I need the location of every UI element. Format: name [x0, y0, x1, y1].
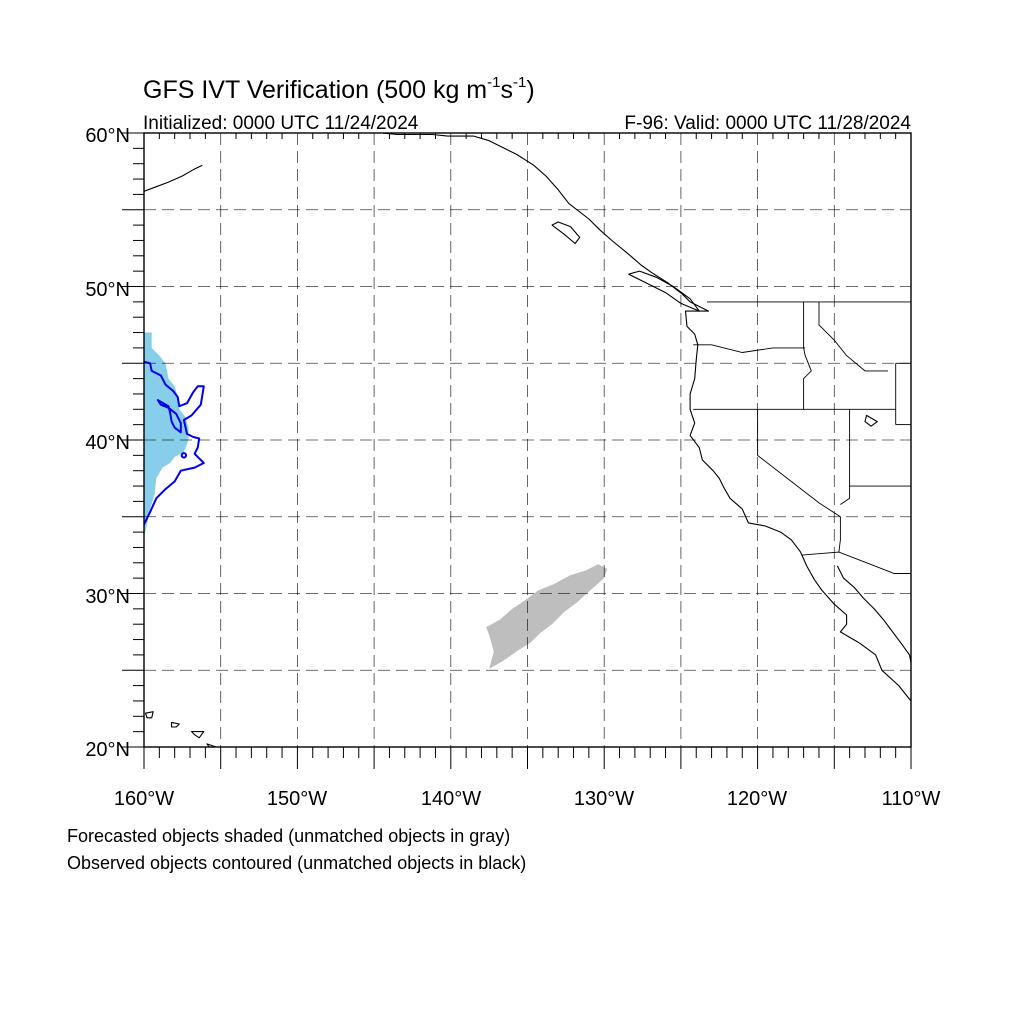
island-outline: [628, 270, 700, 312]
footer-forecast-note: Forecasted objects shaded (unmatched obj…: [67, 826, 510, 846]
lat-label-30n: 30°N: [85, 586, 130, 608]
observed-object-dot: [180, 452, 188, 459]
lon-label-130w: 130°W: [574, 788, 634, 810]
coastline-north-america: [473, 135, 911, 702]
lon-label-150w: 150°W: [267, 788, 327, 810]
map-area: [144, 133, 911, 747]
valid-time-label: F-96: Valid: 0000 UTC 11/28/2024: [624, 113, 911, 134]
island-outline: [191, 731, 205, 739]
border-us-mexico: [802, 551, 911, 574]
state-border: [803, 301, 812, 410]
state-border: [757, 409, 841, 553]
state-border: [840, 409, 851, 505]
island-outline: [171, 721, 180, 728]
footer-observed-note: Observed objects contoured (unmatched ob…: [67, 853, 526, 873]
coastline-gulf-of-california: [836, 565, 911, 663]
figure-title: GFS IVT Verification (500 kg m-1s-1): [143, 74, 535, 104]
lon-label-160w: 160°W: [114, 788, 174, 810]
lon-label-120w: 120°W: [727, 788, 787, 810]
latitude-labels: 60°N 50°N 40°N 30°N 20°N: [85, 125, 130, 761]
longitude-labels: 160°W 150°W 140°W 130°W 120°W 110°W: [114, 788, 941, 810]
lat-label-40n: 40°N: [85, 432, 130, 454]
observed-object-contour: [144, 360, 205, 525]
lon-label-110w: 110°W: [882, 788, 941, 810]
lon-label-140w: 140°W: [421, 788, 481, 810]
state-border: [693, 344, 806, 353]
axis-ticks: [122, 132, 912, 769]
initialized-label: Initialized: 0000 UTC 11/24/2024: [143, 113, 419, 134]
state-border: [818, 301, 888, 372]
island-outline: [206, 743, 218, 747]
lat-label-50n: 50°N: [85, 279, 130, 301]
island-outline: [551, 221, 581, 245]
coastline-gulf-of-alaska: [381, 133, 474, 137]
forecast-object-matched: [144, 332, 189, 537]
observed-object-inner-contour: [156, 399, 182, 434]
forecast-object-unmatched: [486, 564, 608, 669]
coastline-alaska-peninsula: [144, 164, 203, 192]
island-outline: [864, 414, 878, 427]
lat-label-20n: 20°N: [85, 739, 130, 761]
lat-label-60n: 60°N: [85, 125, 130, 147]
island-outline: [144, 711, 154, 719]
